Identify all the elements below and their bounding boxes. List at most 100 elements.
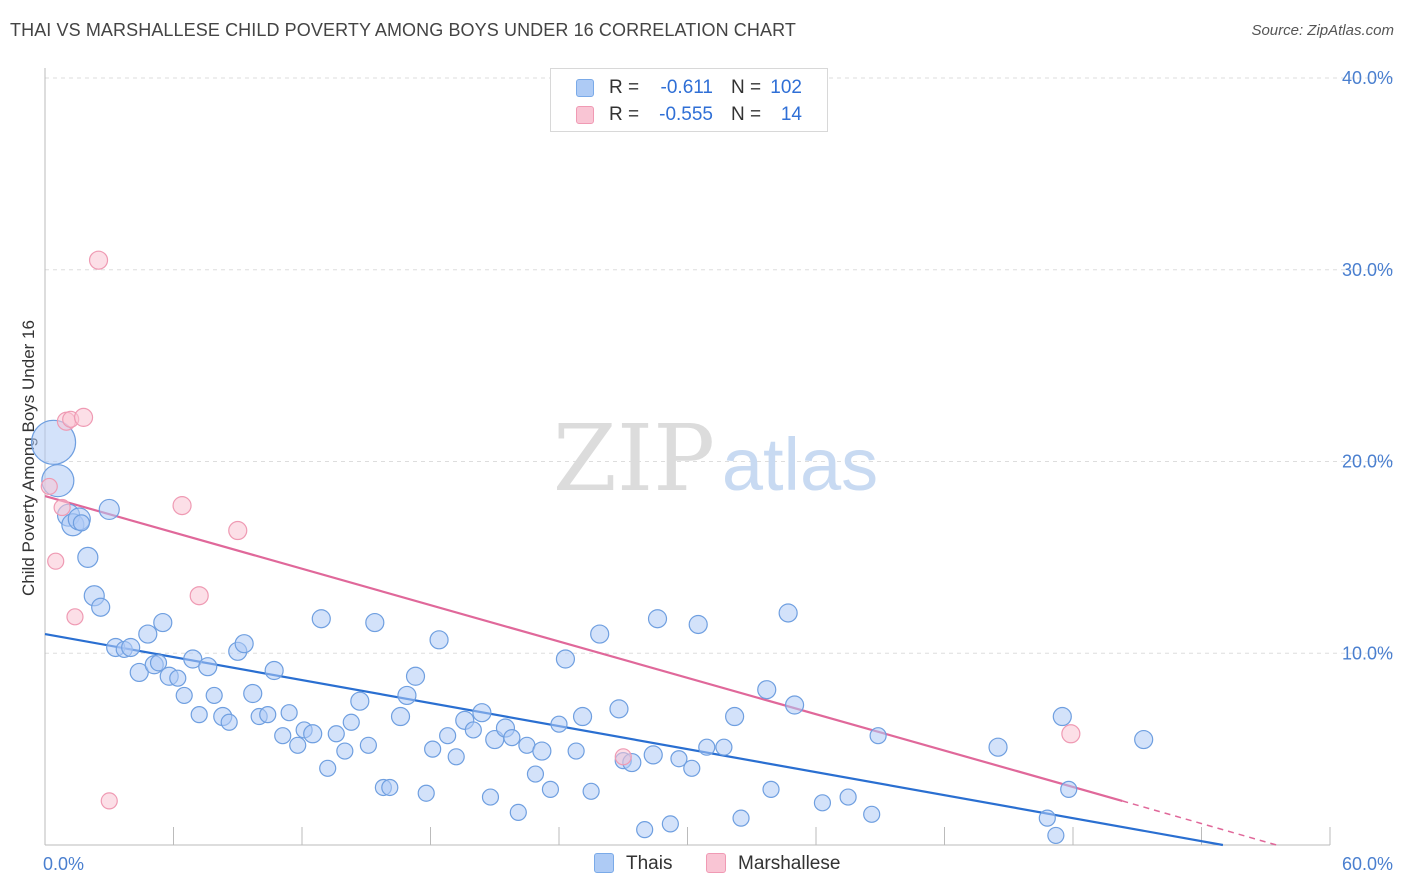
legend-label-thais: Thais <box>626 853 673 874</box>
point-thais <box>481 788 500 806</box>
point-thais <box>327 725 345 743</box>
watermark-zip: ZIP <box>553 405 715 512</box>
point-thais <box>439 727 457 745</box>
point-marshallese <box>100 792 118 810</box>
point-thais <box>190 706 208 724</box>
legend-n-label: N = <box>731 104 762 125</box>
point-thais <box>311 609 331 629</box>
point-thais <box>567 742 585 760</box>
point-marshallese <box>1061 724 1081 744</box>
grid-lines <box>45 77 1395 654</box>
point-marshallese <box>228 520 248 541</box>
legend-n-label: N = <box>731 77 762 98</box>
legend-swatch-thais <box>576 79 594 97</box>
point-thais <box>390 706 411 727</box>
point-thais <box>198 657 218 677</box>
point-thais <box>447 748 465 766</box>
y-tick-labels: 10.0% 20.0% 30.0% 40.0% <box>1342 68 1393 663</box>
legend-r-label: R = <box>609 104 640 125</box>
point-thais <box>243 683 263 704</box>
point-marshallese <box>73 407 94 427</box>
point-thais <box>220 713 238 731</box>
x-tick-labels: 0.0% 60.0% <box>43 854 1393 874</box>
series-legend: Thais Marshallese <box>0 852 1406 878</box>
point-thais <box>274 727 292 745</box>
point-marshallese <box>614 748 632 766</box>
point-thais <box>988 737 1008 757</box>
point-thais <box>280 704 298 722</box>
point-thais <box>778 603 798 623</box>
point-thais <box>732 809 750 827</box>
legend-row-thais: R = -0.611 N = 102 <box>551 75 827 101</box>
point-marshallese <box>189 586 209 606</box>
chart-title: THAI VS MARSHALLESE CHILD POVERTY AMONG … <box>10 20 796 40</box>
watermark: ZIP atlas <box>553 405 878 512</box>
point-thais <box>762 780 780 798</box>
point-thais <box>138 624 158 644</box>
point-thais <box>472 703 492 723</box>
point-thais <box>813 794 832 812</box>
legend-r-value: -0.555 <box>659 104 713 125</box>
legend-label-marshallese: Marshallese <box>738 853 841 874</box>
point-thais <box>784 695 805 715</box>
point-thais <box>1038 809 1056 827</box>
legend-r-value: -0.611 <box>660 77 713 98</box>
point-thais <box>77 546 99 568</box>
point-thais <box>541 780 560 798</box>
y-tick-label: 20.0% <box>1342 452 1393 472</box>
watermark-atlas: atlas <box>722 423 878 506</box>
point-thais <box>121 637 141 658</box>
trend-line-marshallese <box>44 494 1123 802</box>
trend-line-thais <box>44 632 1224 847</box>
point-thais <box>661 815 679 833</box>
point-thais <box>647 609 668 629</box>
point-thais <box>129 662 149 683</box>
axes <box>44 68 1331 846</box>
point-thais <box>683 759 701 777</box>
point-thais <box>609 699 629 719</box>
y-tick-label: 40.0% <box>1342 68 1393 88</box>
point-thais <box>72 514 91 532</box>
point-thais <box>205 686 223 705</box>
legend-swatch-marshallese <box>576 106 594 124</box>
point-thais <box>582 782 600 800</box>
point-thais <box>30 419 77 465</box>
point-thais <box>424 740 442 758</box>
legend-n-value: 102 <box>770 77 802 98</box>
source-label: Source: ZipAtlas.com <box>1251 22 1394 39</box>
point-thais <box>532 741 552 761</box>
point-thais <box>183 649 203 669</box>
point-thais <box>289 736 307 754</box>
point-thais <box>350 691 370 711</box>
point-thais <box>688 614 708 635</box>
stats-legend: R = -0.611 N = 102 R = -0.555 N = 14 <box>550 68 828 132</box>
point-thais <box>572 706 593 727</box>
point-thais <box>397 685 417 706</box>
legend-r-label: R = <box>609 77 640 98</box>
point-thais <box>336 742 354 760</box>
point-thais <box>91 597 111 617</box>
x-tick-label: 60.0% <box>1342 854 1393 874</box>
point-thais <box>319 759 337 777</box>
point-marshallese <box>88 250 109 270</box>
y-axis-label: Child Poverty Among Boys Under 16 <box>19 320 38 596</box>
point-thais <box>429 630 449 650</box>
point-thais <box>359 736 377 754</box>
point-thais <box>715 738 733 756</box>
point-thais <box>1047 826 1065 845</box>
point-thais <box>509 803 527 822</box>
point-thais <box>234 634 254 654</box>
point-thais <box>757 680 777 700</box>
point-thais <box>175 686 193 705</box>
point-thais <box>670 750 688 768</box>
point-thais <box>590 624 610 644</box>
trend-line-ext-marshallese <box>1122 800 1277 846</box>
legend-swatch-thais <box>594 853 614 873</box>
point-thais <box>259 706 277 724</box>
point-thais <box>1052 706 1072 727</box>
point-thais <box>464 721 482 739</box>
point-thais <box>381 778 399 797</box>
point-thais <box>153 612 173 633</box>
point-thais <box>417 784 435 802</box>
